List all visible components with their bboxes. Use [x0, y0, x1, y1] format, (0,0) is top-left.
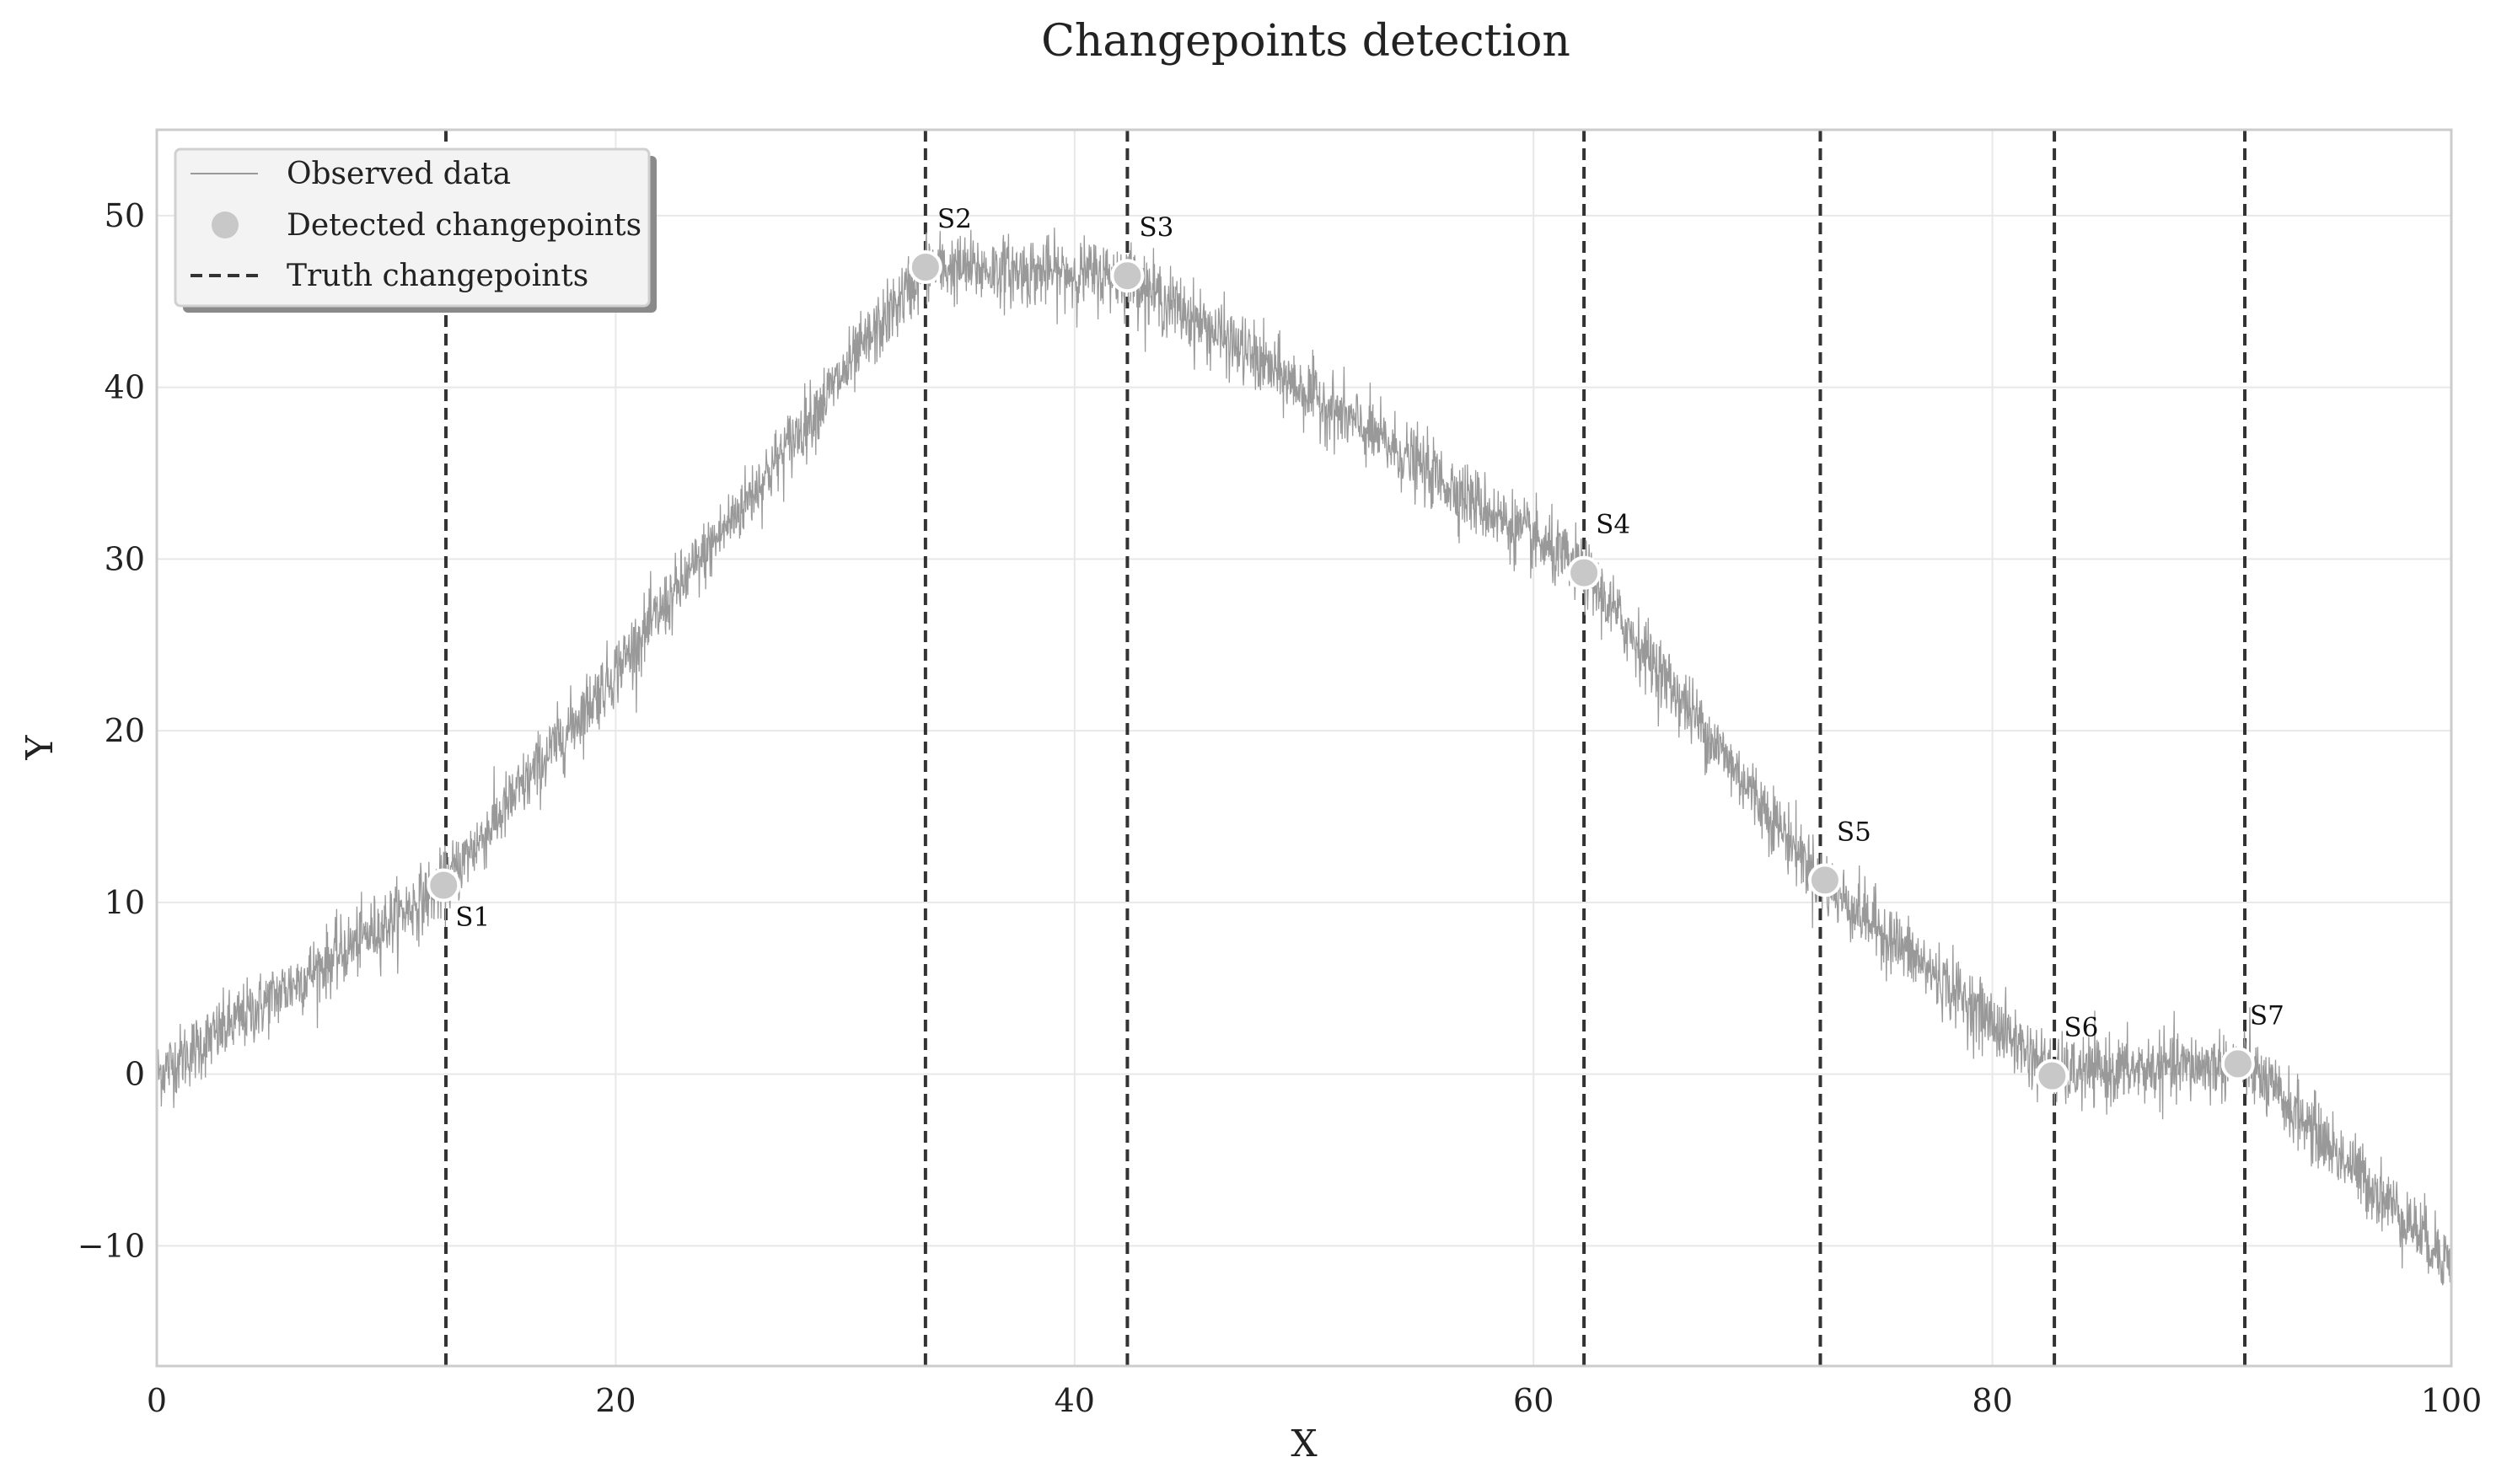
detected-changepoint-s2 [908, 250, 942, 284]
x-ticks: 0 20 40 60 80 100 [147, 1382, 2482, 1419]
observed-data-series [156, 228, 2452, 1286]
detected-changepoint-s3 [1110, 259, 1145, 293]
x-tick-label: 60 [1513, 1382, 1554, 1419]
y-tick-label: 50 [105, 197, 145, 234]
changepoint-label-s5: S5 [1837, 817, 1871, 847]
y-tick-label: 10 [105, 884, 145, 921]
changepoint-label-s7: S7 [2250, 1000, 2284, 1031]
detected-changepoint-s4 [1567, 555, 1602, 590]
changepoint-label-s1: S1 [455, 903, 490, 933]
changepoint-label-s4: S4 [1596, 510, 1630, 540]
detected-changepoint-s6 [2035, 1058, 2069, 1093]
x-tick-label: 20 [595, 1382, 636, 1419]
x-tick-label: 40 [1055, 1382, 1095, 1419]
legend-detected-swatch [212, 212, 239, 238]
x-axis-label: X [1291, 1422, 1318, 1465]
grid [156, 130, 2452, 1366]
detected-changepoints: S1 S2 S3 S4 S5 S6 S7 [427, 204, 2284, 1093]
detected-changepoint-s7 [2220, 1047, 2255, 1081]
legend: Observed data Detected changepoints Trut… [174, 147, 657, 313]
y-tick-label: 0 [125, 1056, 145, 1093]
y-tick-label: 40 [105, 369, 145, 406]
y-ticks: −10 0 10 20 30 40 50 [78, 197, 145, 1265]
y-axis-label: Y [19, 735, 62, 761]
legend-observed-label: Observed data [287, 157, 511, 191]
detected-changepoint-s5 [1807, 863, 1842, 897]
changepoint-label-s6: S6 [2064, 1013, 2098, 1043]
y-tick-label: 30 [105, 540, 145, 577]
changepoint-label-s2: S2 [937, 204, 972, 234]
plot-frame [155, 128, 2453, 1368]
y-tick-label: −10 [78, 1227, 145, 1264]
legend-truth-label: Truth changepoints [287, 259, 588, 293]
y-tick-label: 20 [105, 712, 145, 749]
detected-changepoint-s1 [427, 868, 461, 903]
observed-data-line [156, 228, 2452, 1286]
x-tick-label: 80 [1972, 1382, 2012, 1419]
truth-changepoint-lines [443, 130, 2247, 1366]
chart-title: Changepoints detection [1041, 16, 1570, 67]
x-tick-label: 0 [147, 1382, 167, 1419]
legend-box [174, 147, 651, 308]
legend-detected-label: Detected changepoints [287, 208, 641, 243]
x-tick-label: 100 [2421, 1382, 2483, 1419]
changepoint-label-s3: S3 [1139, 212, 1173, 243]
